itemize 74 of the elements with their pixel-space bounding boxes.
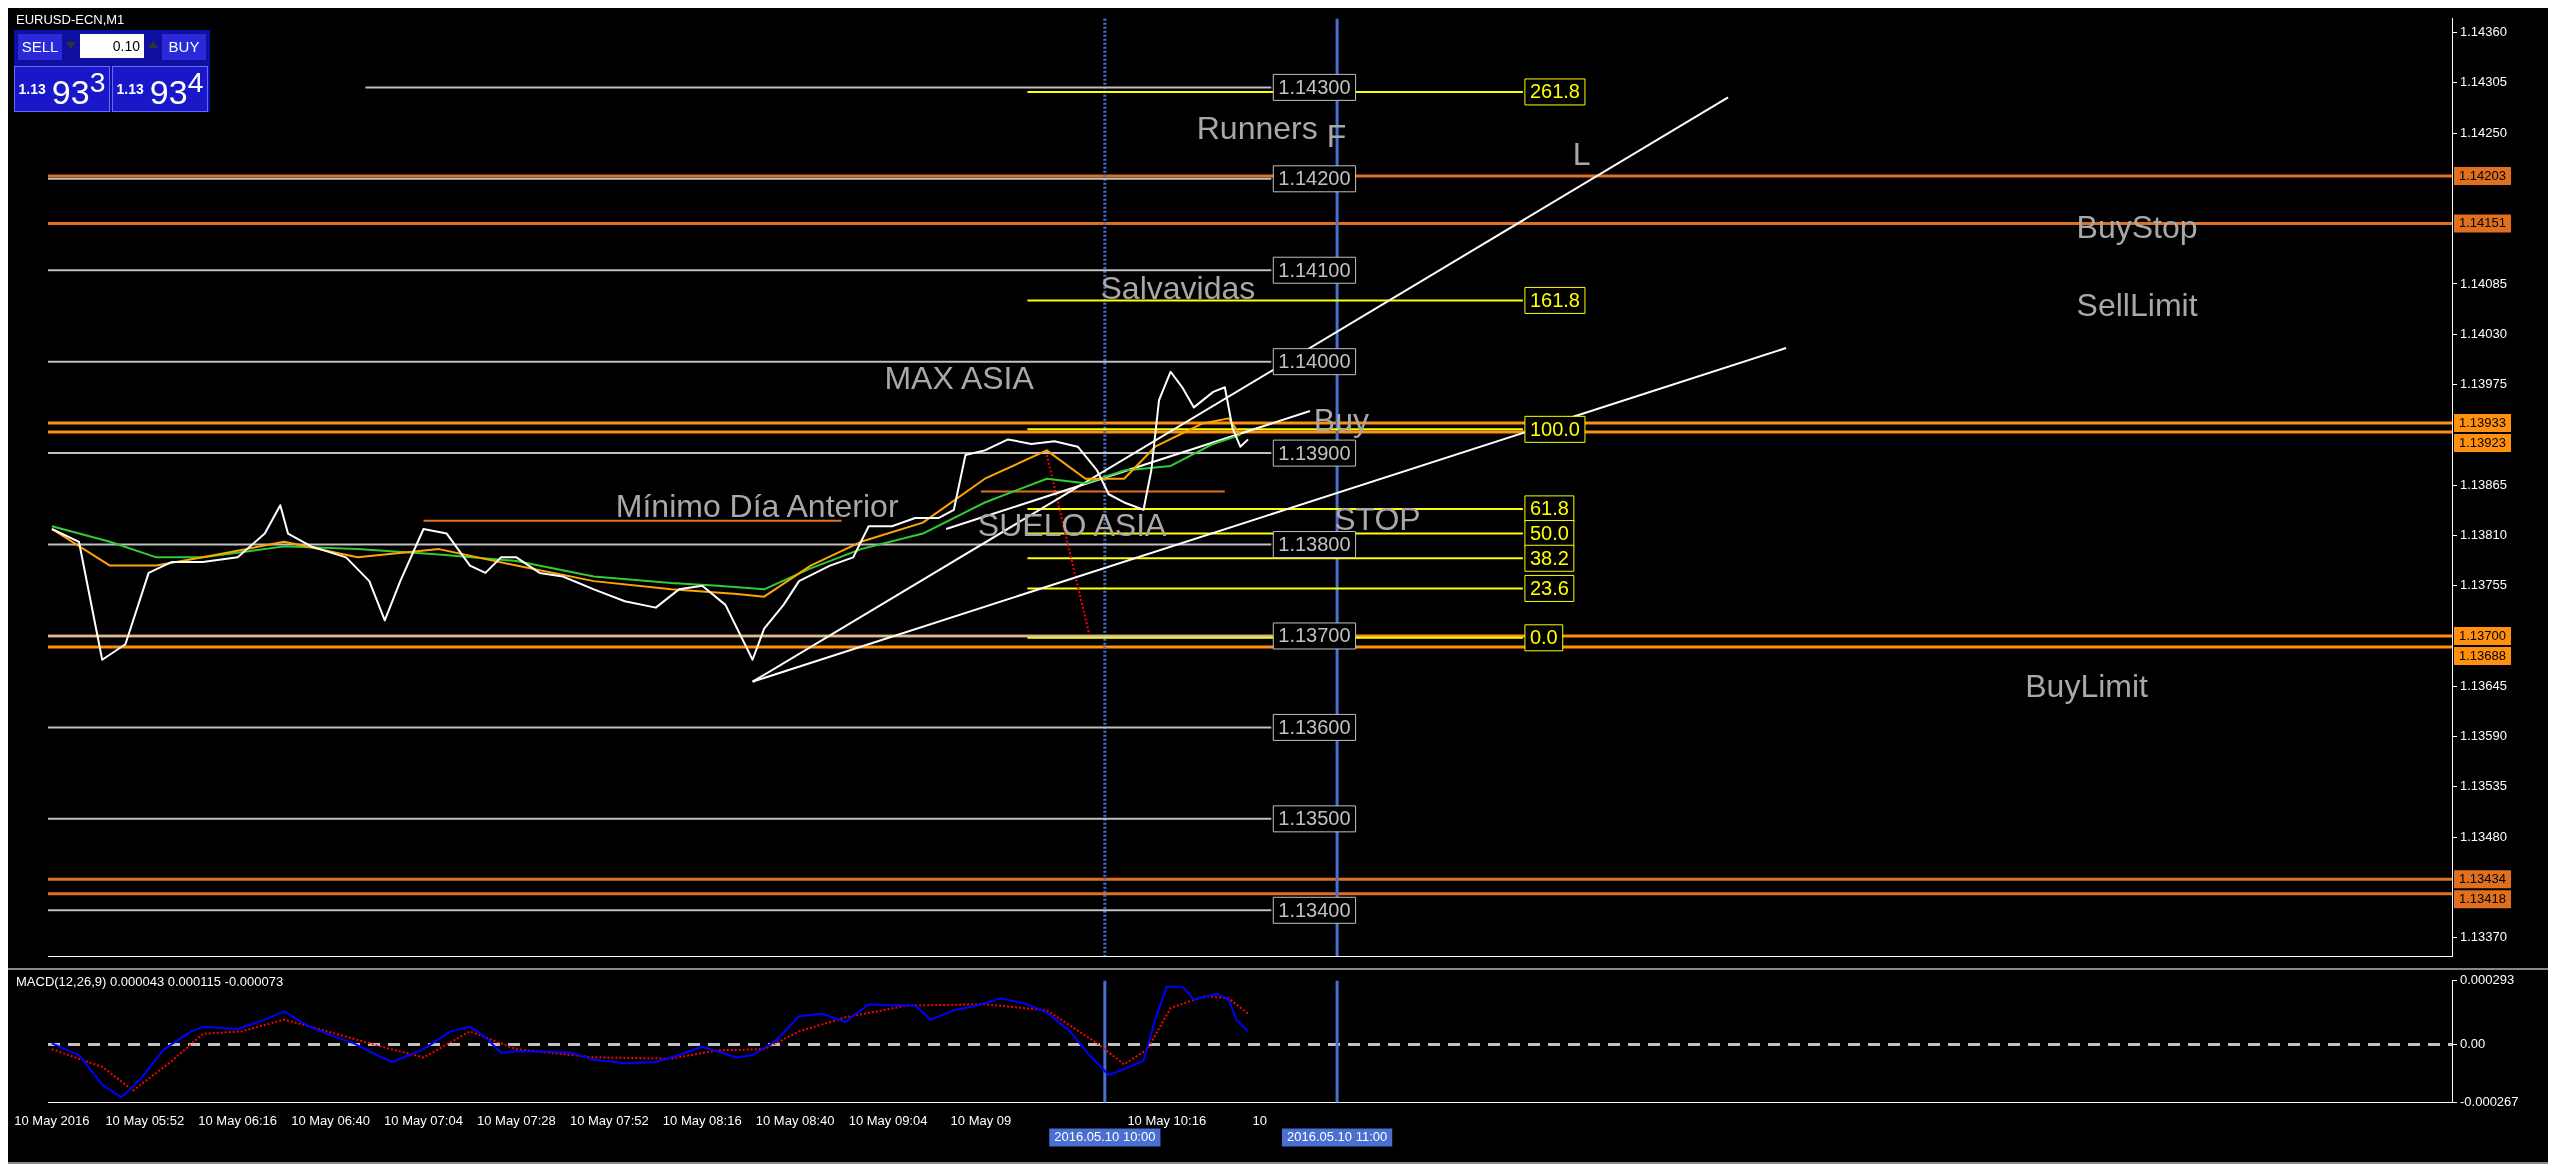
annotation: 93$^{4}$ — [149, 65, 204, 113]
annotation: 100.0 — [1529, 417, 1580, 440]
x-tick-label: 10 May 07:04 — [384, 1112, 463, 1128]
x-tick-label: 10 May 07:28 — [477, 1112, 556, 1128]
annotation: SELL — [18, 34, 62, 60]
annotation: 1.13500 — [1278, 807, 1351, 830]
x-tick-label: 10 May 10:16 — [1127, 1112, 1207, 1128]
annotation: 93$^{3}$ — [51, 65, 106, 113]
y-tick-label: 1.13645 — [2460, 677, 2507, 693]
ref-line-label: 2016.05.10 10:00 — [1054, 1128, 1156, 1144]
y-tick-label: 1.13810 — [2460, 526, 2507, 542]
x-tick-label: 10 May 09 — [950, 1112, 1012, 1128]
ref-line-label: 1.13434 — [2459, 870, 2506, 886]
chart-title: MACD(12,26,9) 0.000043 0.000115 -0.000073 — [16, 974, 284, 989]
y-tick-label: 1.13755 — [2460, 577, 2507, 593]
x-tick-label: 10 May 07:52 — [569, 1112, 649, 1128]
ref-line-label: 1.14151 — [2459, 215, 2506, 231]
y-tick-label: 1.13865 — [2460, 476, 2507, 492]
annotation: 261.8 — [1529, 80, 1580, 103]
annotation: 0.10 — [80, 34, 144, 58]
annotation: SellLimit — [2076, 287, 2198, 324]
annotation: 161.8 — [1529, 288, 1580, 311]
x-tick-label: 10 May 06:16 — [198, 1112, 278, 1128]
y-tick-label: 1.13370 — [2460, 929, 2507, 945]
annotation: 1.13700 — [1278, 624, 1351, 647]
ref-line-label: 1.13933 — [2459, 414, 2506, 430]
annotation: Mínimo Día Anterior — [615, 487, 899, 524]
ref-line-label: 1.14203 — [2459, 167, 2506, 183]
annotation: MAX ASIA — [884, 360, 1035, 397]
annotation: 1.14100 — [1278, 258, 1351, 281]
x-tick-label: 10 May 06:40 — [291, 1112, 370, 1128]
y-tick-label: 1.14360 — [2460, 24, 2507, 40]
y-tick-label: 1.14085 — [2460, 275, 2507, 291]
y-tick-label: 1.13975 — [2460, 376, 2507, 392]
annotation: 1.14200 — [1278, 167, 1351, 190]
annotation: 1.14300 — [1278, 75, 1351, 98]
annotation: Runners — [1196, 110, 1318, 147]
y-tick-label: -0.000267 — [2460, 1093, 2519, 1109]
y-tick-label: 1.14030 — [2460, 325, 2507, 341]
annotation: L — [1572, 136, 1591, 173]
annotation: 1.14000 — [1278, 350, 1351, 373]
annotation: 38.2 — [1529, 546, 1569, 569]
y-tick-label: 0.000293 — [2460, 972, 2515, 988]
annotation: 1.13400 — [1278, 898, 1351, 921]
y-tick-label: 1.14250 — [2460, 124, 2507, 140]
x-tick-label: 10 May 05:52 — [105, 1112, 185, 1128]
chart-title: EURUSD-ECN,M1 — [16, 12, 125, 27]
y-tick-label: 1.13590 — [2460, 728, 2507, 744]
x-tick-label: 10 May 08:16 — [662, 1112, 742, 1128]
annotation: BuyLimit — [2025, 667, 2149, 704]
annotation: Salvavidas — [1100, 270, 1256, 307]
annotation: 1.13600 — [1278, 715, 1351, 738]
annotation: BUY — [162, 34, 206, 60]
annotation: 50.0 — [1529, 522, 1569, 545]
x-tick-label: 10 May 2016 — [14, 1112, 90, 1128]
ref-line-label: 1.13700 — [2459, 627, 2506, 643]
x-tick-label: 10 May 08:40 — [755, 1112, 835, 1128]
annotation: 23.6 — [1529, 576, 1569, 599]
y-tick-label: 1.13480 — [2460, 828, 2507, 844]
ref-line-label: 1.13923 — [2459, 434, 2506, 450]
annotation: 1.13 — [116, 81, 144, 97]
annotation: 61.8 — [1529, 497, 1569, 520]
y-tick-label: 0.00 — [2460, 1036, 2486, 1051]
text: 1.13 — [18, 81, 46, 97]
x-tick-label: 10 — [1252, 1112, 1267, 1128]
annotation: 0.0 — [1529, 626, 1558, 649]
y-tick-label: 1.13535 — [2460, 778, 2507, 794]
annotation: 1.13900 — [1278, 441, 1351, 464]
ref-line-label: 1.13688 — [2459, 647, 2506, 663]
annotation: 1.13800 — [1278, 533, 1351, 556]
ref-line-label: 2016.05.10 11:00 — [1286, 1128, 1388, 1144]
ref-line-label: 1.13418 — [2459, 890, 2506, 906]
y-tick-label: 1.14305 — [2460, 74, 2507, 90]
x-tick-label: 10 May 09:04 — [848, 1112, 928, 1128]
